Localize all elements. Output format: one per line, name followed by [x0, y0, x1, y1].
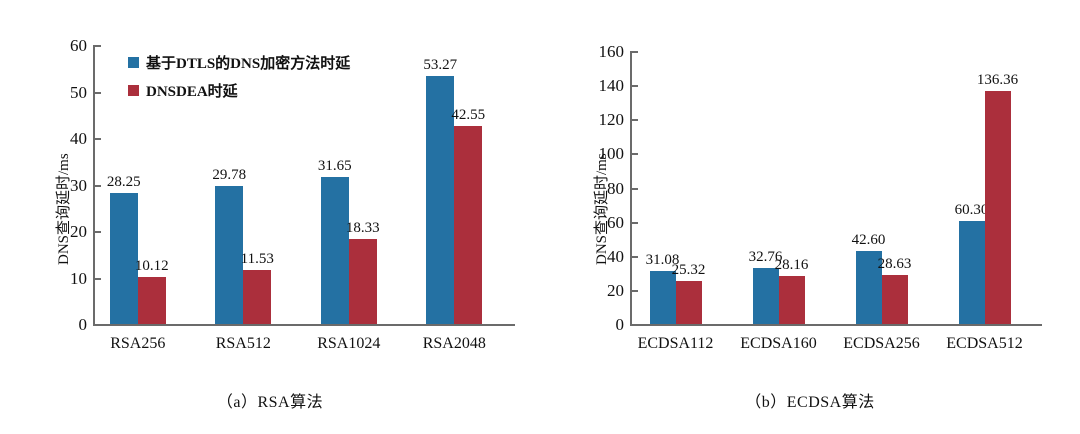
legend-rsa: 基于DTLS的DNS加密方法时延 DNSDEA时延	[128, 52, 350, 108]
chart-panel-rsa: 0 10 20 30 40 50 60 DNS查询延时/ms 28.25 10.12 RSA256 2…	[56, 36, 515, 411]
y-axis-title: DNS查询延时/ms	[594, 153, 610, 265]
bar-value-label: 25.32	[671, 261, 706, 278]
legend-label-series2: DNSDEA时延	[146, 84, 238, 100]
chart-panel-ecdsa: 0 20 40 60 80 100 120 140 160 DNS查询延时/ms 31.08 25.3…	[540, 0, 1080, 434]
y-axis-title: DNS查询延时/ms	[56, 153, 72, 265]
y-axis-tick	[632, 51, 638, 53]
bar-series1	[649, 270, 676, 324]
y-axis-tick-label: 30	[70, 175, 87, 195]
bar-value-label: 53.27	[423, 57, 458, 74]
y-axis-tick	[95, 231, 101, 233]
panel-caption-rsa: （a）RSA算法	[216, 394, 324, 411]
x-axis-line	[630, 324, 1042, 326]
bar-value-label: 42.60	[851, 232, 886, 249]
bar-value-label: 42.55	[451, 107, 486, 124]
legend-swatch-series1-icon	[128, 57, 139, 68]
y-axis-tick-label: 50	[70, 82, 87, 102]
y-axis-tick-label: 100	[598, 144, 625, 164]
bar-series1	[855, 251, 882, 324]
x-axis-category-label: ECDSA160	[740, 335, 817, 352]
y-axis-tick-label: 40	[70, 129, 87, 148]
legend-swatch-series2-icon	[128, 85, 139, 96]
bar-series2	[984, 91, 1011, 324]
bar-series1	[752, 268, 779, 324]
bar-value-label: 18.33	[345, 219, 380, 236]
y-axis-tick	[95, 91, 101, 94]
y-axis-tick-label: 20	[70, 222, 87, 241]
legend-label-series1: 基于DTLS的DNS加密方法时延	[146, 56, 351, 72]
bar-series2	[778, 275, 805, 324]
bar-series1	[320, 176, 349, 324]
bar-series2	[137, 276, 166, 324]
legend-item-series1: 基于DTLS的DNS加密方法时延	[128, 52, 350, 73]
y-axis-tick	[95, 138, 101, 140]
y-axis-tick-label: 60	[70, 36, 87, 55]
bar-value-label: 28.16	[774, 256, 809, 273]
legend-item-series2: DNSDEA时延	[128, 80, 350, 101]
x-axis-category-label: ECDSA256	[843, 335, 920, 352]
y-axis-tick-label: 160	[598, 42, 625, 61]
y-axis-tick-label: 0	[615, 315, 625, 334]
y-axis-line	[93, 45, 95, 326]
bar-series1	[109, 192, 138, 324]
bar-value-label: 28.63	[877, 256, 912, 273]
y-axis-line	[630, 51, 632, 326]
bar-value-label: 60.30	[954, 202, 989, 219]
x-axis-category-label: RSA256	[110, 335, 166, 352]
y-axis-tick	[632, 221, 638, 224]
bar-series2	[881, 275, 908, 324]
y-axis-tick	[632, 153, 638, 156]
bar-value-label: 28.25	[106, 173, 141, 190]
bar-series1	[426, 76, 455, 324]
bar-series2	[454, 126, 483, 324]
y-axis-tick	[632, 119, 638, 122]
x-axis-category-label: RSA1024	[317, 335, 381, 352]
y-axis-tick	[632, 187, 638, 190]
y-axis-tick-label: 80	[607, 178, 624, 198]
bar-series2	[675, 280, 702, 324]
y-axis-tick-label: 60	[607, 212, 624, 232]
x-axis-category-label: ECDSA112	[637, 335, 714, 352]
y-axis-tick-label: 20	[607, 280, 624, 300]
y-axis-tick	[95, 45, 101, 47]
bar-series1	[958, 221, 985, 324]
y-axis-tick-label: 120	[598, 110, 625, 130]
y-axis-tick	[632, 85, 638, 88]
x-axis-category-label: RSA2048	[422, 335, 486, 352]
bar-value-label: 11.53	[240, 251, 274, 268]
x-axis-category-label: RSA512	[215, 335, 271, 352]
y-axis-tick-label: 10	[70, 268, 87, 288]
bar-series2	[243, 270, 272, 324]
bar-value-label: 10.12	[134, 257, 169, 274]
bar-series1	[215, 185, 244, 324]
y-axis-tick	[95, 277, 101, 280]
x-axis-category-label: ECDSA512	[946, 335, 1023, 352]
y-axis-tick	[632, 255, 638, 258]
panel-caption-ecdsa: （b）ECDSA算法	[745, 394, 875, 411]
bar-value-label: 31.08	[645, 251, 680, 268]
plot-area-ecdsa: 0 20 40 60 80 100 120 140 160 DNS查询延时/ms 31.08 25.3…	[540, 0, 1080, 434]
y-axis-tick-label: 40	[607, 246, 624, 266]
x-axis-line	[93, 324, 515, 326]
bar-value-label: 136.36	[976, 72, 1019, 89]
plot-area-rsa: 0 10 20 30 40 50 60 DNS查询延时/ms 28.25 10.12 RSA256 2…	[56, 36, 515, 352]
bar-value-label: 31.65	[317, 157, 352, 174]
bar-value-label: 32.76	[748, 249, 783, 266]
y-axis-tick-label: 0	[78, 315, 88, 334]
y-axis-tick	[95, 184, 101, 187]
y-axis-tick	[632, 289, 638, 292]
bar-value-label: 29.78	[212, 166, 247, 183]
bar-series2	[348, 238, 377, 324]
y-axis-tick-label: 140	[598, 76, 625, 96]
